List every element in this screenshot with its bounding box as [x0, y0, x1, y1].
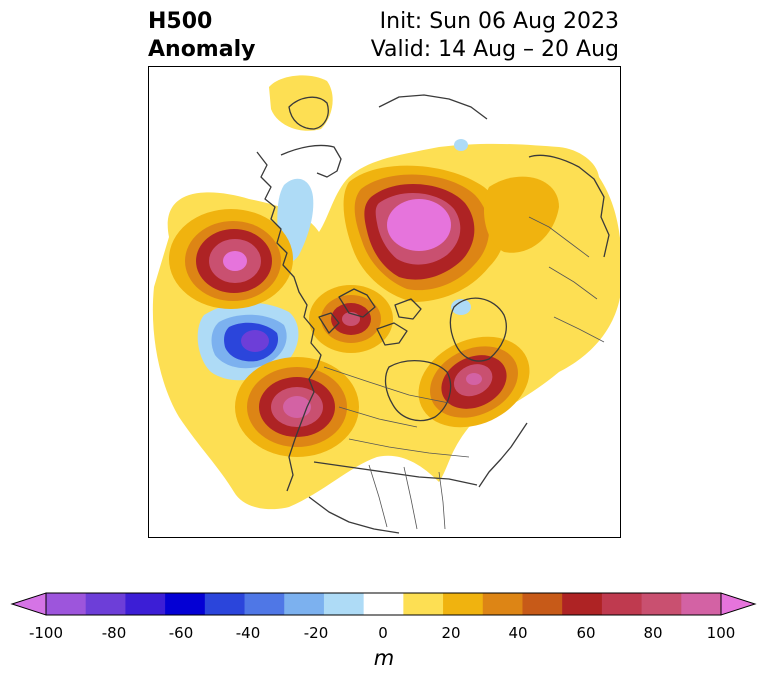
tick-label: 20 — [441, 624, 461, 642]
colorbar-segment — [403, 593, 444, 615]
map-canvas — [152, 75, 620, 534]
negative-anomaly-arctic — [454, 139, 468, 151]
colorbar-segment — [681, 593, 722, 615]
colorbar — [10, 592, 757, 616]
colorbar-segment — [363, 593, 404, 615]
coastlines — [256, 94, 610, 534]
colorbar-segment — [85, 593, 126, 615]
tick-label: 100 — [706, 624, 736, 642]
colorbar-segment — [522, 593, 563, 615]
colorbar-extend-high — [720, 592, 757, 616]
colorbar-segment — [323, 593, 365, 615]
colorbar-segment — [482, 593, 523, 615]
tick-label: -40 — [235, 624, 261, 642]
negative-anomaly-hudson — [451, 299, 471, 315]
map-title: H500 Anomaly — [148, 8, 255, 64]
negative-anomaly-gulf-of-alaska-min — [241, 330, 269, 352]
colorbar-segment — [284, 593, 325, 615]
colorbar-frame — [45, 592, 722, 616]
colorbar-segment — [443, 593, 484, 615]
anomaly-map — [148, 66, 621, 538]
colorbar-extend-low — [10, 592, 47, 616]
greenland-high-core — [387, 199, 451, 251]
colorbar-segment — [125, 593, 166, 615]
colorbar-segment — [46, 593, 87, 615]
siberia-high-core — [466, 373, 482, 385]
colorbar-unit-label: m — [373, 646, 395, 670]
tick-label: 40 — [508, 624, 528, 642]
colorbar-segment — [562, 593, 603, 615]
tick-label: -100 — [28, 624, 64, 642]
tick-label: 80 — [643, 624, 663, 642]
tick-label: -80 — [101, 624, 127, 642]
tick-label: -60 — [168, 624, 194, 642]
valid-period: Valid: 14 Aug – 20 Aug — [370, 37, 619, 62]
init-time: Init: Sun 06 Aug 2023 — [379, 9, 619, 34]
colorbar-segment — [641, 593, 682, 615]
pnw-high-core — [283, 396, 311, 418]
positive-anomaly-arctic-north — [269, 75, 333, 131]
tick-label: 60 — [576, 624, 596, 642]
political-borders — [323, 216, 605, 530]
colorbar-segment — [601, 593, 643, 615]
colorbar-segment — [204, 593, 246, 615]
colorbar-segment — [165, 593, 206, 615]
colorbar-segment — [244, 593, 285, 615]
europe-positive-anomaly — [484, 176, 559, 253]
title-line-2: Anomaly — [148, 37, 256, 62]
pacific-high-core — [223, 251, 247, 271]
forecast-info: Init: Sun 06 Aug 2023 Valid: 14 Aug – 20… — [371, 8, 619, 64]
tick-label: 0 — [378, 624, 388, 642]
tick-label: -20 — [303, 624, 329, 642]
anomaly-field — [152, 75, 620, 510]
title-line-1: H500 — [148, 9, 213, 34]
